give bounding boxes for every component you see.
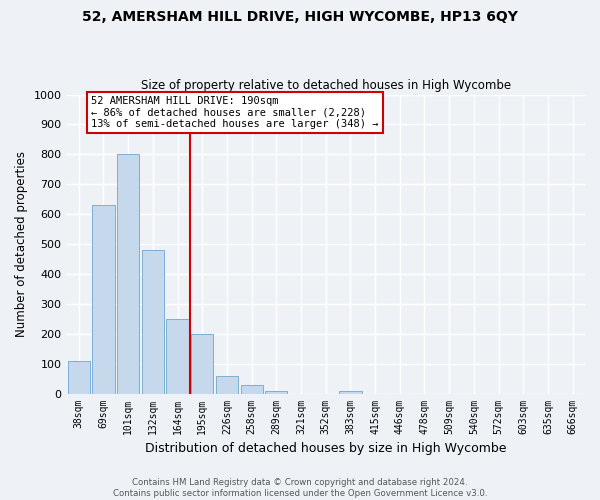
Y-axis label: Number of detached properties: Number of detached properties (15, 151, 28, 337)
Bar (142, 250, 164, 394)
Bar (117, 154, 139, 394)
X-axis label: Distribution of detached houses by size in High Wycombe: Distribution of detached houses by size … (145, 442, 506, 455)
Bar (68, 360, 90, 394)
Bar (92, 205, 115, 394)
Bar (241, 384, 263, 394)
Bar (191, 334, 214, 394)
Bar (166, 319, 188, 394)
Bar (265, 390, 287, 394)
Text: 52, AMERSHAM HILL DRIVE, HIGH WYCOMBE, HP13 6QY: 52, AMERSHAM HILL DRIVE, HIGH WYCOMBE, H… (82, 10, 518, 24)
Text: 52 AMERSHAM HILL DRIVE: 190sqm
← 86% of detached houses are smaller (2,228)
13% : 52 AMERSHAM HILL DRIVE: 190sqm ← 86% of … (91, 96, 379, 130)
Text: Contains HM Land Registry data © Crown copyright and database right 2024.
Contai: Contains HM Land Registry data © Crown c… (113, 478, 487, 498)
Title: Size of property relative to detached houses in High Wycombe: Size of property relative to detached ho… (140, 79, 511, 92)
Bar (339, 390, 362, 394)
Bar (216, 376, 238, 394)
